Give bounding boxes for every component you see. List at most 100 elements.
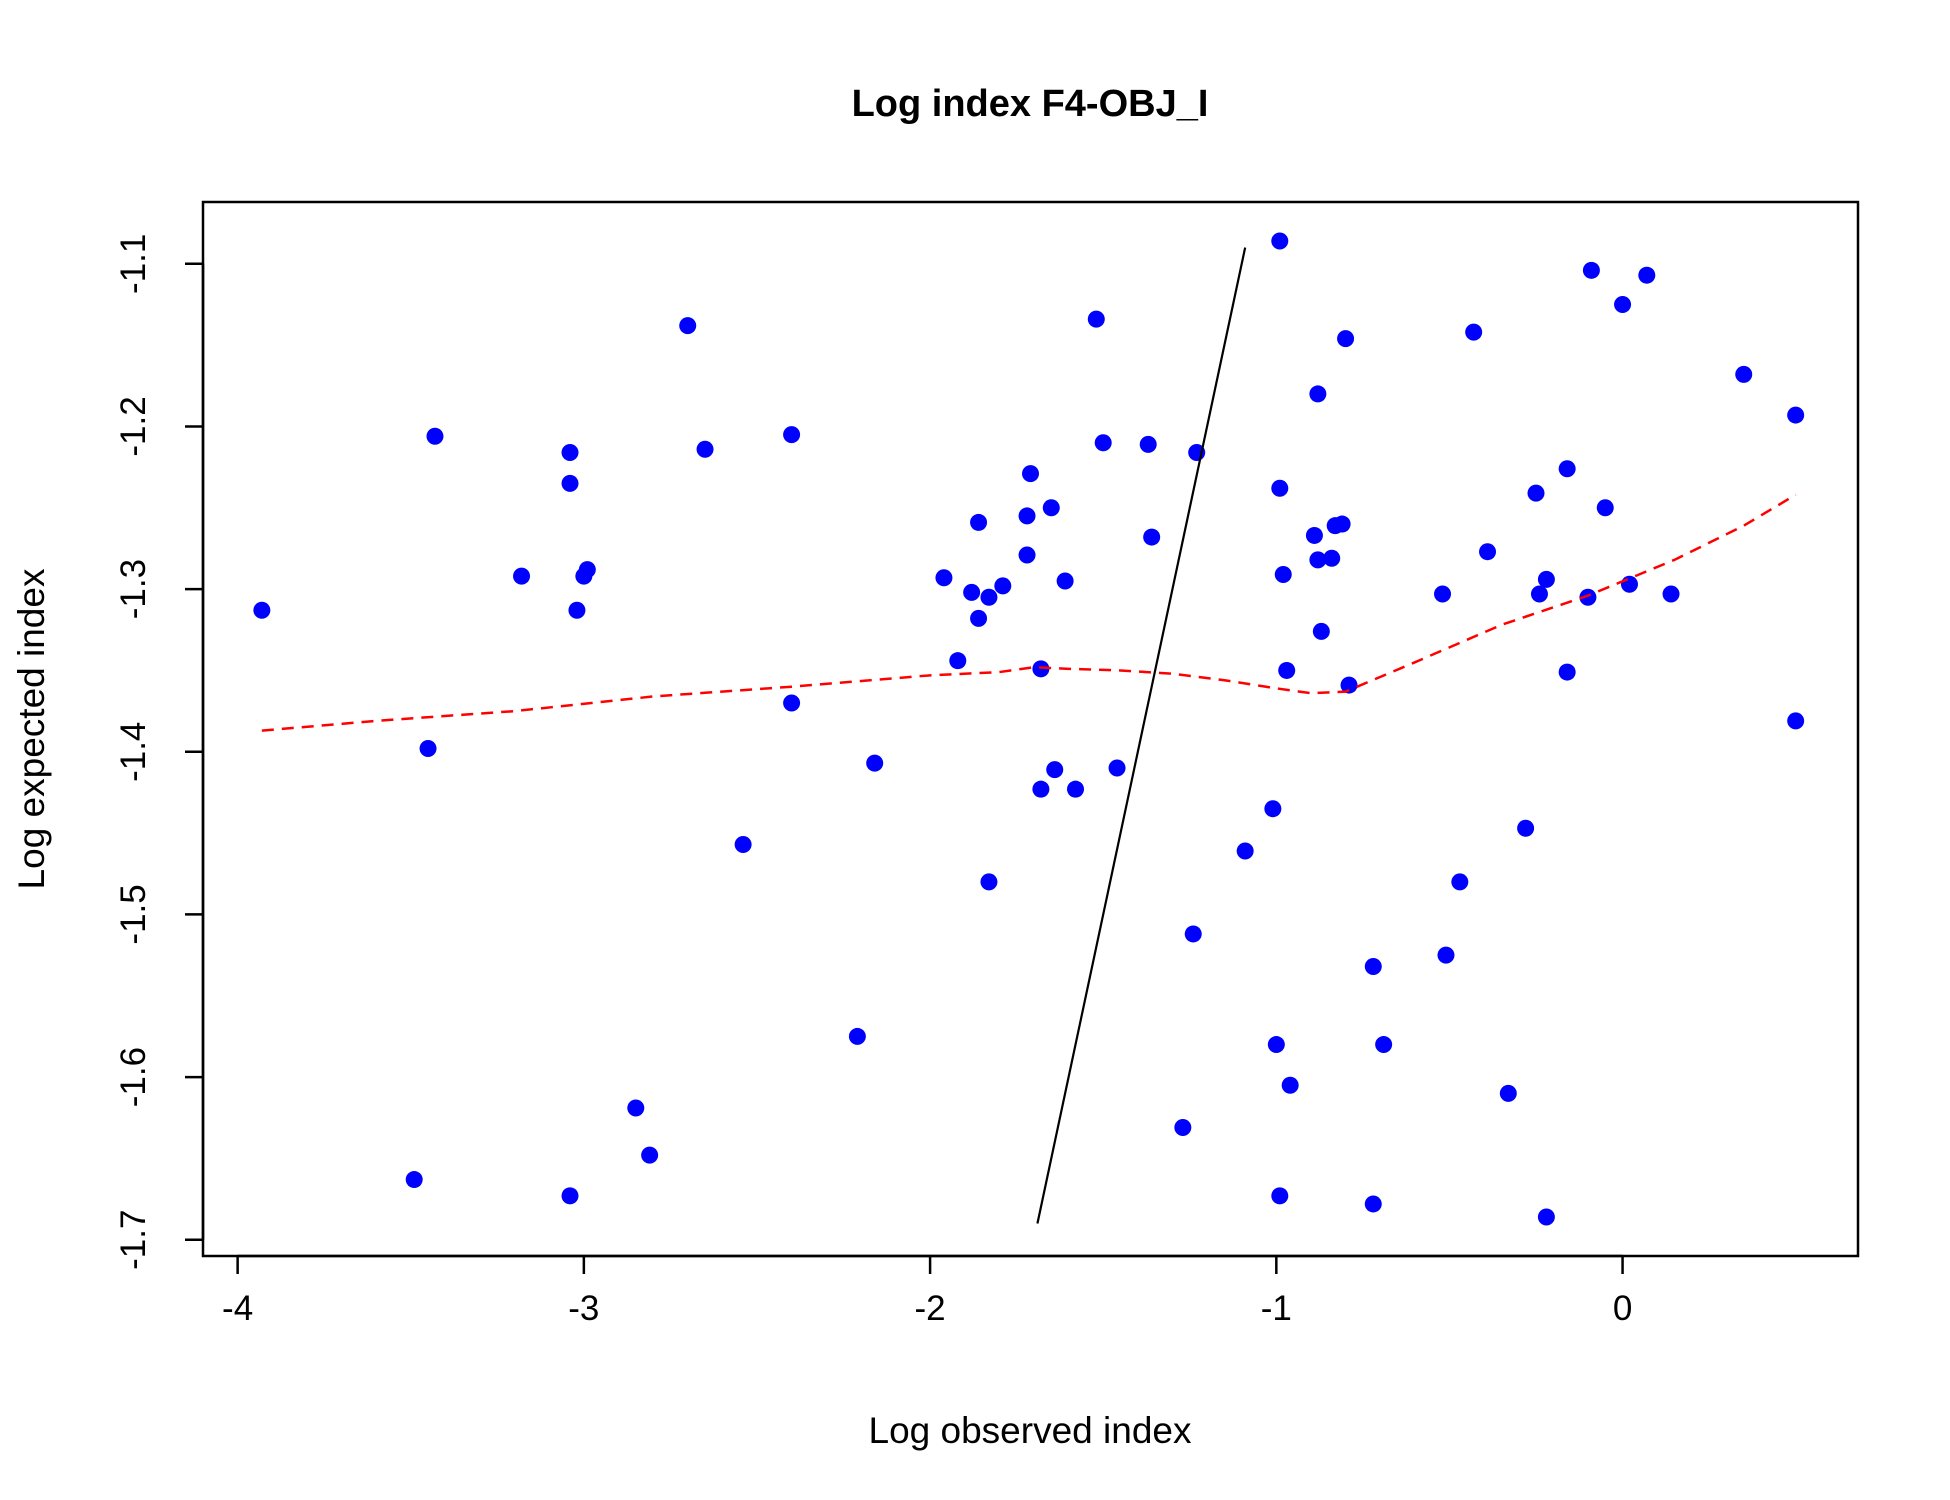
y-tick-label: -1.4 bbox=[114, 722, 153, 782]
data-point bbox=[1620, 575, 1638, 593]
data-point bbox=[641, 1146, 659, 1164]
data-point bbox=[1499, 1084, 1517, 1102]
data-point bbox=[405, 1171, 423, 1189]
data-point bbox=[568, 601, 586, 619]
data-point bbox=[1787, 712, 1805, 730]
data-point bbox=[848, 1027, 866, 1045]
axis-ticks: -4 -3 -2 -1 0 -1.7 -1.6 -1.5 -1.4 -1.3 -1.2 -1.1 bbox=[114, 234, 1632, 1328]
data-point bbox=[419, 740, 437, 758]
data-point bbox=[679, 317, 697, 335]
data-point bbox=[513, 567, 531, 585]
data-point bbox=[696, 440, 714, 458]
data-point bbox=[1375, 1036, 1393, 1054]
data-point bbox=[1032, 660, 1050, 678]
y-tick-label: -1.7 bbox=[114, 1210, 153, 1270]
data-point bbox=[1139, 435, 1157, 453]
data-point bbox=[1527, 484, 1545, 502]
x-tick-label: -2 bbox=[915, 1289, 946, 1328]
data-point bbox=[783, 426, 801, 444]
data-point bbox=[1364, 957, 1382, 975]
plot-content bbox=[253, 232, 1805, 1226]
data-point bbox=[1579, 588, 1597, 606]
data-point bbox=[1274, 565, 1292, 583]
data-point bbox=[1614, 295, 1632, 313]
data-point bbox=[1278, 661, 1296, 679]
data-point bbox=[1537, 570, 1555, 588]
x-tick-label: 0 bbox=[1613, 1289, 1632, 1328]
data-point bbox=[1735, 365, 1753, 383]
data-point bbox=[1537, 1208, 1555, 1226]
data-point bbox=[1046, 761, 1064, 779]
data-point bbox=[578, 561, 596, 579]
data-point bbox=[1236, 842, 1254, 860]
data-point bbox=[783, 694, 801, 712]
data-point bbox=[1530, 585, 1548, 603]
data-point bbox=[1143, 528, 1161, 546]
data-point bbox=[1281, 1076, 1299, 1094]
data-point bbox=[980, 588, 998, 606]
data-point bbox=[1184, 925, 1202, 943]
data-point bbox=[1787, 406, 1805, 424]
data-point bbox=[1465, 323, 1483, 341]
data-point bbox=[935, 569, 953, 587]
x-axis-label: Log observed index bbox=[869, 1410, 1192, 1451]
data-point bbox=[1517, 819, 1535, 837]
data-point bbox=[866, 754, 884, 772]
data-point bbox=[1305, 526, 1323, 544]
data-point bbox=[1309, 385, 1327, 403]
data-point bbox=[949, 652, 967, 670]
data-point bbox=[561, 1187, 579, 1205]
data-point bbox=[1596, 499, 1614, 517]
data-point bbox=[1312, 622, 1330, 640]
y-tick-label: -1.2 bbox=[114, 396, 153, 456]
data-point bbox=[980, 873, 998, 891]
smoother-line bbox=[261, 493, 1797, 732]
data-point bbox=[1309, 551, 1327, 569]
x-tick-label: -3 bbox=[568, 1289, 599, 1328]
data-point bbox=[734, 835, 752, 853]
data-point bbox=[426, 427, 444, 445]
data-point bbox=[1558, 460, 1576, 478]
data-point bbox=[1662, 585, 1680, 603]
data-point bbox=[1018, 546, 1036, 564]
data-point bbox=[1067, 780, 1085, 798]
data-point bbox=[1174, 1119, 1192, 1137]
chart-title: Log index F4-OBJ_I bbox=[852, 83, 1209, 125]
data-point bbox=[1271, 1187, 1289, 1205]
x-tick-label: -4 bbox=[222, 1289, 253, 1328]
data-point bbox=[1638, 266, 1656, 284]
y-tick-label: -1.5 bbox=[114, 884, 153, 944]
data-point bbox=[1437, 946, 1455, 964]
data-point bbox=[1323, 549, 1341, 567]
data-point bbox=[1434, 585, 1452, 603]
data-point bbox=[1018, 507, 1036, 525]
y-axis-label: Log expected index bbox=[11, 568, 52, 889]
data-point bbox=[970, 513, 988, 531]
data-point bbox=[1340, 676, 1358, 694]
data-point bbox=[1364, 1195, 1382, 1213]
data-point bbox=[1267, 1036, 1285, 1054]
data-point bbox=[1087, 310, 1105, 328]
data-point bbox=[1264, 800, 1282, 818]
plot-frame bbox=[201, 200, 1860, 1258]
data-point bbox=[1582, 261, 1600, 279]
data-point bbox=[1333, 515, 1351, 533]
data-point bbox=[1108, 759, 1126, 777]
data-point bbox=[1271, 479, 1289, 497]
data-point bbox=[970, 609, 988, 627]
data-point bbox=[1451, 873, 1469, 891]
data-point bbox=[253, 601, 271, 619]
reference-line bbox=[1036, 247, 1247, 1224]
data-point bbox=[1032, 780, 1050, 798]
y-tick-label: -1.6 bbox=[114, 1047, 153, 1107]
y-tick-label: -1.1 bbox=[114, 234, 153, 294]
data-point bbox=[1022, 465, 1039, 483]
data-point bbox=[1042, 499, 1060, 517]
x-tick-label: -1 bbox=[1261, 1289, 1292, 1328]
data-point bbox=[1558, 663, 1576, 681]
data-point bbox=[1056, 572, 1074, 590]
data-point bbox=[627, 1099, 645, 1117]
data-point bbox=[1479, 543, 1497, 561]
data-point bbox=[1271, 232, 1289, 250]
